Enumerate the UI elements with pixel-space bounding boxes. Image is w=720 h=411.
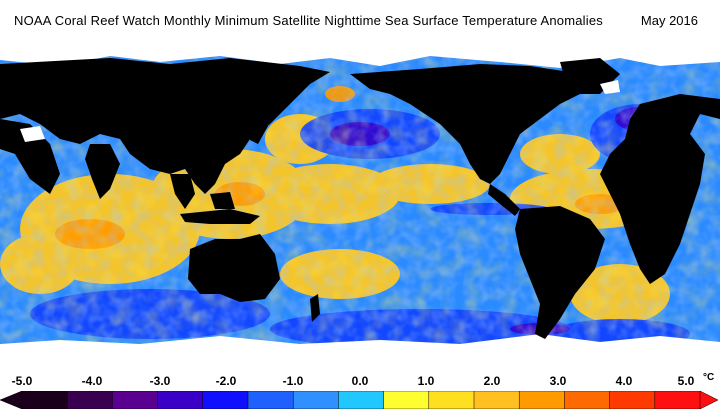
color-bar-segments <box>0 391 719 409</box>
japan-land <box>250 114 268 144</box>
scale-label-plus-3: 3.0 <box>549 374 567 388</box>
color-bar-segment <box>428 391 475 409</box>
color-bar <box>0 391 719 409</box>
color-bar-arrow-low <box>0 391 23 409</box>
map-date: May 2016 <box>640 13 698 28</box>
australia-land <box>188 234 280 302</box>
color-bar-segment <box>292 391 340 409</box>
scale-label-minus-4: -4.0 <box>81 374 103 388</box>
color-bar-arrow-high <box>699 391 719 409</box>
antarctic-ice <box>0 334 720 364</box>
color-bar-segment <box>473 391 520 409</box>
map-title: NOAA Coral Reef Watch Monthly Minimum Sa… <box>14 13 603 28</box>
new-zealand-land <box>310 294 320 322</box>
central-america-land <box>488 184 520 216</box>
scale-label-zero: 0.0 <box>351 374 369 388</box>
scale-label-plus-2: 2.0 <box>483 374 501 388</box>
arctic-ice <box>0 44 720 68</box>
scale-label-plus-1: 1.0 <box>417 374 435 388</box>
color-bar-segment <box>247 391 294 409</box>
color-bar-segment <box>112 391 159 409</box>
color-bar-segment <box>518 391 566 409</box>
scale-label-plus-5: 5.0 <box>677 374 695 388</box>
south-america-land <box>515 206 605 339</box>
color-bar-segment <box>21 391 68 409</box>
land-ice <box>20 80 620 142</box>
color-bar-segment <box>654 391 701 409</box>
color-bar-segment <box>609 391 656 409</box>
color-bar-segment <box>338 391 385 409</box>
scale-label-minus-2: -2.0 <box>215 374 237 388</box>
color-bar-segment <box>66 391 114 409</box>
scale-label-minus-1: -1.0 <box>282 374 304 388</box>
land-masses <box>0 58 720 339</box>
color-bar-segment <box>383 391 430 409</box>
borneo-land <box>210 192 235 209</box>
arabia-land <box>0 119 60 194</box>
india-land <box>85 144 120 199</box>
color-bar-segment <box>564 391 611 409</box>
se-asia-land <box>170 174 195 209</box>
north-america-land <box>350 64 590 184</box>
africa-land <box>600 94 720 284</box>
color-bar-segment <box>157 391 204 409</box>
indonesia-land <box>180 209 260 224</box>
scale-label-minus-5: -5.0 <box>11 374 33 388</box>
color-scale: -5.0 -4.0 -3.0 -2.0 -1.0 0.0 1.0 2.0 3.0… <box>0 364 720 411</box>
scale-unit: °C <box>703 372 715 383</box>
sst-anomaly-map <box>0 44 720 364</box>
eurasia-land <box>0 58 330 194</box>
color-bar-segment <box>202 391 249 409</box>
scale-label-minus-3: -3.0 <box>149 374 171 388</box>
title-bar: NOAA Coral Reef Watch Monthly Minimum Sa… <box>0 0 720 44</box>
scale-label-plus-4: 4.0 <box>615 374 633 388</box>
